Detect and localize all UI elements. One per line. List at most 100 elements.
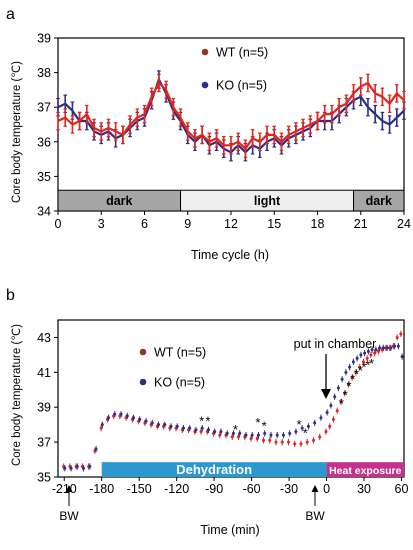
legend-wt-label: WT (n=5) — [154, 346, 206, 360]
up-arrowhead-icon — [65, 485, 73, 492]
y-tick-label: 37 — [37, 436, 51, 450]
legend-ko-label: KO (n=5) — [216, 79, 267, 93]
x-tick-label: -180 — [89, 482, 114, 496]
y-tick-label: 38 — [37, 66, 51, 80]
x-tick-label: 3 — [98, 217, 105, 231]
x-tick-label: -90 — [205, 482, 223, 496]
put-in-chamber-label: put in chamber — [294, 337, 377, 351]
data-point-wt — [318, 435, 322, 439]
data-point-wt — [331, 417, 335, 421]
x-tick-label: 15 — [267, 217, 281, 231]
phase-bar-label-1: Heat exposure — [329, 465, 402, 477]
data-point-ko — [329, 403, 333, 407]
data-point-wt — [399, 332, 403, 336]
significance-asterisk: * — [347, 379, 352, 394]
panel-a: a Core body temperature (℃) Time cycle (… — [6, 6, 411, 262]
data-point-ko — [163, 423, 167, 427]
data-point-ko — [175, 424, 179, 428]
data-point-wt — [361, 360, 365, 364]
data-point-ko — [169, 424, 173, 428]
data-point-ko — [374, 348, 378, 352]
data-point-ko — [231, 431, 235, 435]
y-tick-label: 35 — [37, 471, 51, 485]
significance-asterisk: * — [358, 363, 363, 378]
x-tick-label: 6 — [141, 217, 148, 231]
data-point-ko — [381, 346, 385, 350]
panel-a-ylabel: Core body temperature (℃) — [11, 61, 23, 203]
y-tick-label: 39 — [37, 401, 51, 415]
y-tick-label: 36 — [37, 135, 51, 149]
put-in-chamber-annotation: put in chamber — [294, 337, 377, 399]
data-point-ko — [340, 377, 344, 381]
data-point-ko — [219, 430, 223, 434]
data-point-wt — [280, 440, 284, 444]
panel-b-plot: Dehydration Heat exposure -210 -180 -150 -120… — [37, 319, 409, 496]
data-point-ko — [206, 428, 210, 432]
panel-a-label: a — [6, 6, 15, 23]
data-point-ko — [138, 417, 142, 421]
data-point-wt — [358, 365, 362, 369]
data-point-ko — [355, 356, 359, 360]
x-tick-label: 0 — [323, 482, 330, 496]
x-tick-label: -60 — [243, 482, 261, 496]
data-point-ko — [370, 348, 374, 352]
data-point-wt — [350, 376, 354, 380]
data-point-ko — [393, 344, 397, 348]
data-point-ko — [132, 416, 136, 420]
legend-ko-label: KO (n=5) — [154, 376, 205, 390]
phase-bar-label-0: dark — [106, 194, 132, 208]
y-tick-label: 37 — [37, 101, 51, 115]
data-point-ko — [188, 426, 192, 430]
data-point-ko — [113, 412, 117, 416]
significance-asterisk: * — [365, 358, 370, 373]
data-point-ko — [182, 426, 186, 430]
x-tick-label: 24 — [397, 217, 411, 231]
y-tick-label: 34 — [37, 205, 51, 219]
data-point-ko — [144, 419, 148, 423]
data-point-ko — [325, 410, 329, 414]
data-point-ko — [344, 370, 348, 374]
legend-wt-marker — [139, 348, 147, 356]
data-point-ko — [269, 433, 273, 437]
data-point-ko — [275, 433, 279, 437]
data-point-ko — [351, 360, 355, 364]
panel-b-legend: WT (n=5) KO (n=5) — [139, 346, 206, 390]
data-point-wt — [346, 383, 350, 387]
data-point-ko — [306, 424, 310, 428]
data-point-ko — [359, 353, 363, 357]
y-tick-label: 43 — [37, 331, 51, 345]
data-point-ko — [319, 416, 323, 420]
phase-bar-0 — [101, 462, 327, 477]
data-point-wt — [286, 440, 290, 444]
x-tick-label: -210 — [52, 482, 77, 496]
x-tick-label: 30 — [357, 482, 371, 496]
data-point-ko — [200, 426, 204, 430]
data-point-wt — [293, 442, 297, 446]
data-point-wt — [369, 353, 373, 357]
data-point-ko — [94, 447, 98, 451]
plot-frame — [57, 37, 405, 212]
x-tick-label: 21 — [354, 217, 368, 231]
significance-asterisk: * — [303, 426, 308, 441]
x-tick-label: 9 — [184, 217, 191, 231]
data-point-wt — [328, 424, 332, 428]
down-arrowhead-icon — [321, 389, 331, 399]
data-point-wt — [311, 438, 315, 442]
data-point-ko — [194, 428, 198, 432]
data-point-ko — [107, 416, 111, 420]
data-point-wt — [299, 442, 303, 446]
data-point-ko — [348, 365, 352, 369]
phase-bar-1 — [326, 462, 404, 477]
significance-asterisk: * — [343, 387, 348, 402]
data-point-ko — [250, 433, 254, 437]
data-point-ko — [88, 465, 92, 469]
data-point-wt — [339, 400, 343, 404]
x-tick-label: 18 — [311, 217, 325, 231]
legend-ko-marker — [201, 81, 209, 89]
data-point-ko — [378, 346, 382, 350]
data-point-ko — [69, 466, 73, 470]
data-point-ko — [119, 412, 123, 416]
data-point-ko — [336, 386, 340, 390]
